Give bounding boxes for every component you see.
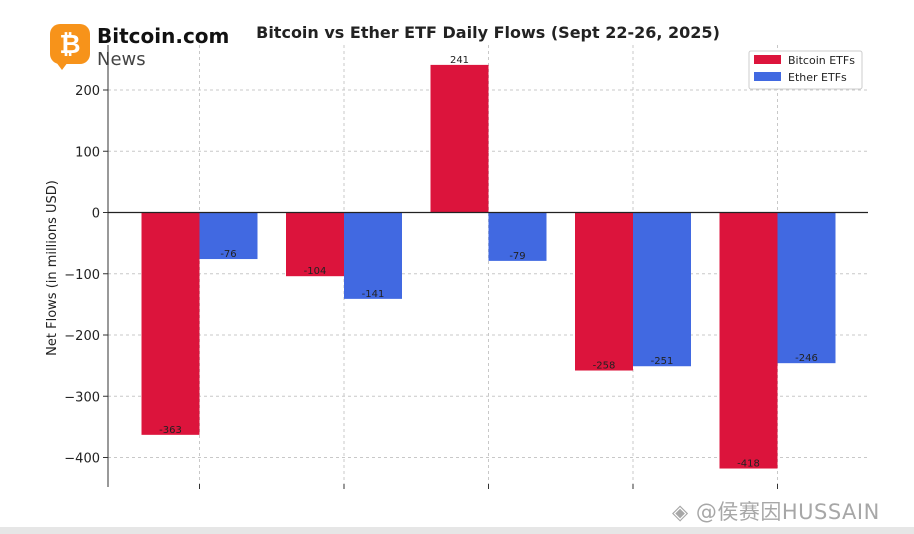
y-tick-label: 0: [92, 207, 100, 222]
bitcoin-logo-icon: ₿: [50, 24, 90, 70]
bottom-strip: [0, 527, 914, 534]
bitcoin-bar: [575, 212, 633, 371]
brand-name: Bitcoin.com: [97, 24, 230, 48]
ether-bar: [777, 212, 836, 364]
data-label: -141: [362, 289, 385, 300]
chart-title: Bitcoin vs Ether ETF Daily Flows (Sept 2…: [256, 23, 720, 42]
y-tick-label: −400: [64, 452, 100, 467]
legend: Bitcoin ETFs Ether ETFs: [748, 50, 863, 90]
bars: [141, 64, 836, 469]
bitcoin-bar: [719, 212, 778, 469]
data-label: -76: [220, 249, 236, 260]
data-labels: -363 -104 241 -258 -418 -76 -141 -79 -251 -246: [159, 55, 818, 470]
watermark: ◈ @侯赛因HUSSAIN: [672, 500, 880, 524]
data-label: 241: [450, 55, 469, 66]
data-label: -104: [304, 266, 327, 277]
brand-sub: News: [97, 49, 146, 70]
y-ticks: 200 100 0 −100 −200 −300 −400: [64, 84, 108, 467]
bitcoin-bar: [430, 64, 489, 213]
data-label: -246: [795, 353, 818, 364]
bitcoin-bar: [141, 212, 200, 435]
data-label: -258: [593, 361, 616, 372]
ether-bar: [488, 212, 547, 261]
brand-logo: ₿ Bitcoin.com News: [50, 24, 229, 70]
y-tick-label: 200: [75, 84, 100, 99]
legend-label-ether: Ether ETFs: [788, 71, 847, 84]
legend-label-bitcoin: Bitcoin ETFs: [788, 54, 855, 67]
legend-swatch-ether: [754, 72, 781, 81]
y-axis-label: Net Flows (in millions USD): [45, 180, 60, 356]
y-tick-label: 100: [75, 145, 100, 160]
data-label: -251: [651, 356, 674, 367]
legend-swatch-bitcoin: [754, 55, 781, 64]
ether-bar: [633, 212, 691, 367]
ether-bar: [199, 212, 258, 260]
axes: [107, 45, 868, 489]
data-label: -418: [737, 459, 760, 470]
y-tick-label: −100: [64, 268, 100, 283]
bitcoin-bar: [286, 212, 344, 277]
y-tick-label: −200: [64, 329, 100, 344]
y-tick-label: −300: [64, 390, 100, 405]
data-label: -79: [509, 251, 525, 262]
data-label: -363: [159, 425, 182, 436]
ether-bar: [344, 212, 402, 299]
